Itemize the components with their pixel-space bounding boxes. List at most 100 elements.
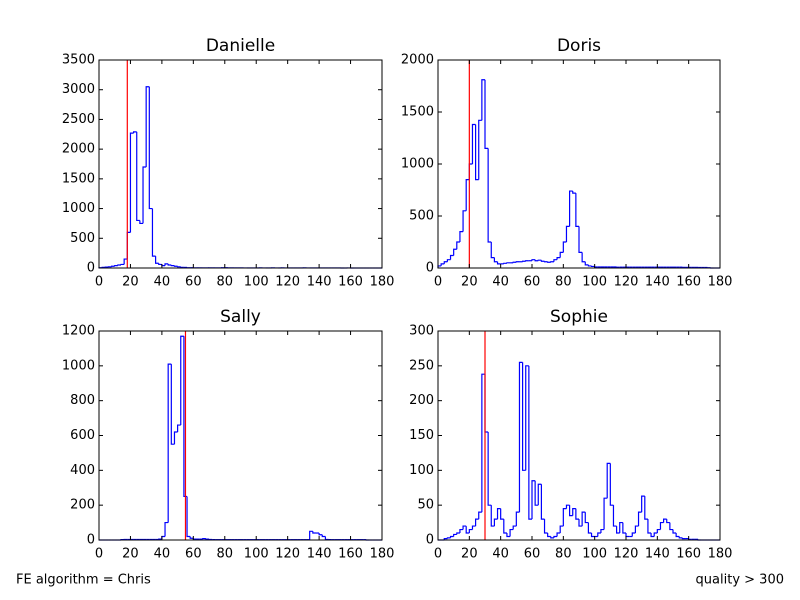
histogram-step [132,131,137,134]
y-tick-label: 0 [426,261,434,276]
x-tick-label: 100 [244,275,269,290]
y-tick-label: 3000 [62,82,95,97]
x-tick-label: 100 [582,547,607,562]
histogram-step [151,208,156,257]
histogram-step [619,521,623,534]
histogram-step [506,262,511,264]
histogram-step [462,210,467,232]
histogram-step [506,533,511,538]
histogram-step [590,533,595,538]
histogram-step [565,504,570,509]
histogram-step [647,519,652,534]
y-tick-label: 0 [426,533,434,548]
histogram-step [606,462,611,499]
y-tick-label: 2500 [62,112,95,127]
histogram-step [189,536,194,539]
histogram-step [547,261,551,263]
histogram-step [180,335,184,426]
histogram-step [616,526,620,534]
histogram-step [456,241,460,250]
histogram-step [540,260,545,262]
histogram-step [312,531,316,534]
histogram-step [136,131,140,222]
histogram-step [663,518,667,523]
y-tick-label: 0 [87,261,95,276]
x-tick-label: 140 [645,547,670,562]
histogram-step [164,521,169,537]
histogram-step [518,361,523,513]
x-tick-label: 160 [338,275,363,290]
histogram-step [456,532,460,535]
histogram-step [139,220,144,225]
histogram-step [459,231,464,242]
histogram-step [612,505,617,527]
histogram-step [120,263,125,266]
histogram-step [446,537,451,539]
x-tick-label: 0 [95,547,103,562]
x-tick-label: 140 [307,547,332,562]
x-tick-label: 180 [708,547,733,562]
histogram-step [522,260,526,262]
histogram-step [656,528,661,534]
x-tick-label: 60 [185,547,202,562]
histogram-step [453,533,457,537]
histogram-step [531,259,536,261]
y-tick-label: 200 [70,498,95,513]
chart-title: Danielle [206,36,275,56]
histogram-step [597,532,601,537]
histogram-step [449,254,454,260]
histogram-step [468,528,473,534]
histogram-step [500,508,504,520]
x-tick-label: 20 [461,547,478,562]
histogram-step [509,528,514,537]
x-tick-label: 60 [524,547,541,562]
histogram-step [117,264,122,266]
x-tick-label: 160 [676,547,701,562]
y-tick-label: 400 [70,463,95,478]
y-tick-label: 1000 [62,358,95,373]
histogram-step [475,518,479,527]
histogram-step [634,525,639,534]
histogram-step [659,521,664,530]
x-tick-label: 20 [122,547,139,562]
histogram-step [515,511,520,527]
histogram-step [590,265,595,268]
x-tick-label: 80 [555,275,572,290]
histogram-step [493,257,498,263]
histogram-step [531,480,536,520]
x-tick-label: 60 [185,275,202,290]
histogram-step [158,263,162,266]
y-tick-label: 500 [409,209,434,224]
histogram-step [180,266,184,269]
histogram-step [609,463,614,506]
histogram-step [321,534,326,538]
y-tick-label: 600 [70,428,95,443]
histogram-step [503,262,507,264]
chart-title: Sophie [550,307,608,327]
histogram-step [543,261,548,263]
histogram-step [309,530,313,540]
histogram-step [581,511,586,527]
histogram-step [525,260,529,262]
footnote-left: FE algorithm = Chris [16,573,151,588]
histogram-step [170,364,175,445]
histogram-step [167,363,172,523]
histogram-step [644,496,648,520]
histogram-step [550,536,554,539]
y-tick-label: 100 [409,463,434,478]
y-tick-label: 1200 [62,324,95,339]
histogram-step [173,431,178,445]
x-tick-label: 0 [95,275,103,290]
histogram-step [481,373,485,513]
histogram-step [493,518,498,527]
histogram-step [318,533,323,536]
x-tick-label: 180 [370,275,395,290]
histogram-step [537,483,542,506]
y-tick-label: 500 [70,231,95,246]
x-tick-label: 80 [217,547,234,562]
histogram-step [490,505,495,527]
histogram-step [543,519,548,534]
x-tick-label: 40 [154,275,171,290]
histogram-step [669,522,673,531]
x-tick-label: 0 [434,547,442,562]
